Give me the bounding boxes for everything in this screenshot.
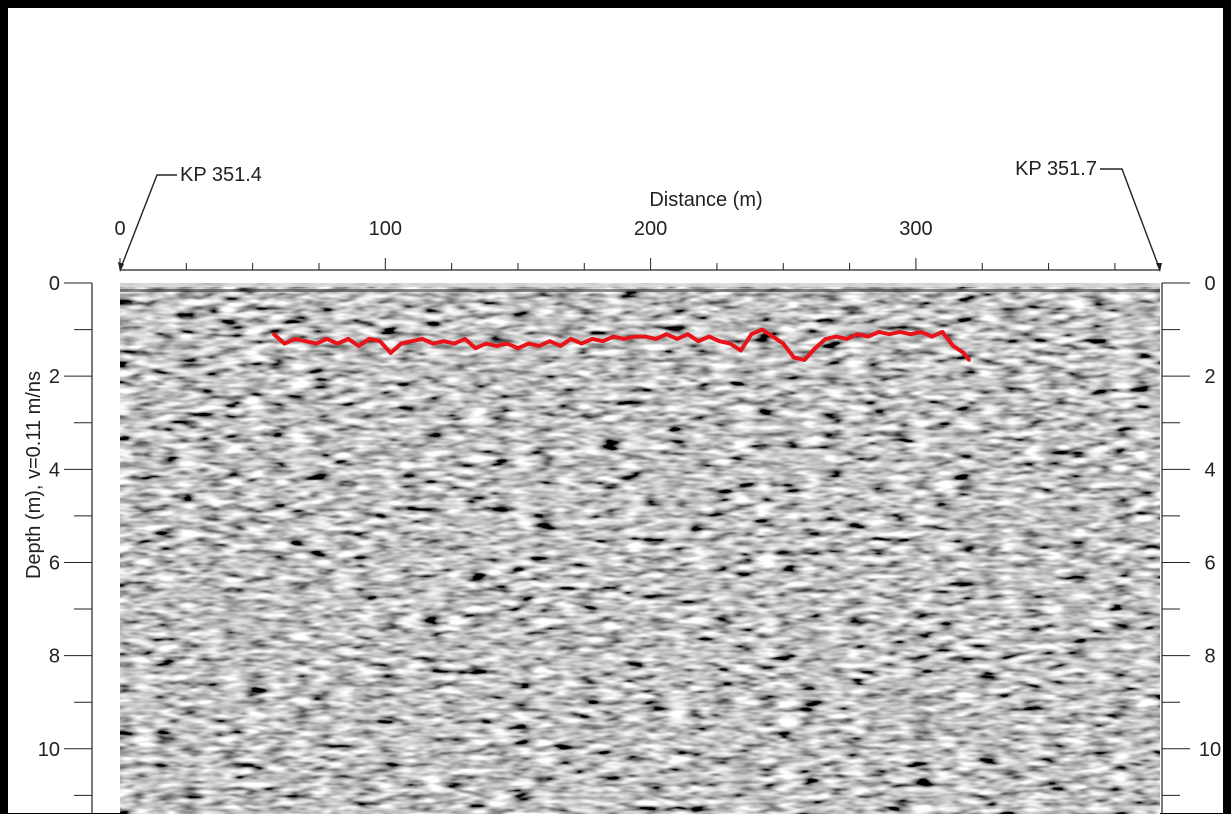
- interface-point: [802, 358, 807, 362]
- interface-point: [877, 330, 881, 334]
- interface-point: [845, 337, 849, 341]
- kp-label-right: KP 351.7: [1015, 158, 1097, 180]
- interface-point: [823, 337, 828, 341]
- interface-point: [887, 332, 892, 337]
- interface-point: [484, 341, 488, 346]
- interface-point: [272, 332, 276, 337]
- interface-point: [601, 339, 605, 344]
- x-tick-label: 100: [369, 218, 402, 240]
- interface-point: [399, 341, 404, 346]
- interface-point: [314, 341, 319, 346]
- interface-point: [357, 344, 361, 348]
- interface-point: [760, 327, 764, 332]
- y-tick-label: 8: [1204, 646, 1215, 668]
- y-axis-right: 0 2 4 6 8 10: [1161, 273, 1221, 814]
- interface-point: [717, 339, 722, 344]
- interface-point: [611, 334, 616, 339]
- interface-point: [505, 341, 510, 346]
- interface-point: [866, 334, 870, 339]
- y-tick-label: 4: [49, 459, 60, 481]
- interface-point: [282, 341, 287, 346]
- interface-point: [579, 341, 584, 346]
- interface-point: [346, 337, 351, 341]
- interface-point: [590, 337, 594, 341]
- interface-point: [335, 341, 340, 346]
- series-layer: [272, 327, 971, 362]
- interface-point: [919, 330, 923, 334]
- interface-point: [537, 344, 541, 348]
- y-tick-label: 10: [38, 739, 60, 761]
- interface-point: [834, 334, 839, 339]
- interface-point: [431, 341, 435, 346]
- y-axis-left: 0 2 4 6 8 10: [38, 273, 93, 814]
- interface-point: [728, 341, 732, 346]
- radargram: [120, 283, 1160, 814]
- interface-point: [452, 341, 457, 346]
- interface-point: [739, 348, 743, 353]
- kp-marker-right: KP 351.7: [1015, 158, 1162, 272]
- interface-point: [293, 337, 297, 341]
- interface-point: [951, 344, 955, 348]
- interface-point: [569, 337, 573, 341]
- interface-point: [770, 334, 775, 339]
- interface-point: [792, 355, 796, 360]
- interface-point: [420, 337, 425, 341]
- interface-point: [940, 330, 945, 334]
- y-tick-label: 2: [49, 366, 60, 388]
- interface-point: [696, 339, 701, 344]
- kp-marker-left: KP 351.4: [118, 164, 262, 272]
- y-tick-label: 8: [49, 646, 60, 668]
- interface-point: [643, 334, 648, 339]
- x-tick-label: 300: [899, 218, 932, 240]
- interface-point: [898, 330, 902, 334]
- interface-point: [908, 332, 913, 337]
- interface-point: [410, 339, 414, 344]
- interface-point: [463, 337, 467, 341]
- y-axis-title: Depth (m), v=0.11 m/ns: [23, 371, 45, 579]
- interface-point: [813, 346, 817, 351]
- interface-point: [632, 334, 637, 339]
- x-axis: 0 100 200 300: [114, 218, 1160, 271]
- y-tick-label: 2: [1204, 366, 1215, 388]
- y-tick-label: 0: [49, 273, 60, 295]
- interface-point: [749, 332, 754, 337]
- interface-point: [967, 358, 971, 362]
- y-tick-label: 10: [1199, 739, 1221, 761]
- interface-point: [516, 346, 520, 351]
- interface-point: [558, 344, 563, 348]
- interface-point: [686, 332, 690, 337]
- interface-point: [855, 332, 860, 337]
- interface-point: [325, 337, 329, 341]
- interface-point: [654, 337, 658, 341]
- interface-point: [367, 337, 372, 341]
- y-tick-label: 6: [49, 552, 60, 574]
- x-tick-label: 0: [114, 218, 125, 240]
- interface-point: [388, 351, 393, 355]
- interface-point: [473, 346, 478, 351]
- interface-point: [930, 334, 934, 339]
- interface-point: [707, 334, 711, 339]
- y-tick-label: 0: [1204, 273, 1215, 295]
- interface-point: [961, 351, 966, 355]
- interface-point: [378, 339, 382, 344]
- interface-point: [441, 339, 446, 344]
- y-tick-label: 4: [1204, 459, 1215, 481]
- interface-point: [675, 337, 679, 341]
- interface-point: [494, 344, 499, 348]
- interface-point: [781, 341, 786, 346]
- interface-point: [303, 339, 308, 344]
- interface-point: [548, 339, 552, 344]
- y-tick-label: 6: [1204, 552, 1215, 574]
- x-axis-title: Distance (m): [649, 189, 762, 211]
- x-tick-label: 200: [634, 218, 667, 240]
- interface-point: [664, 332, 669, 337]
- interface-point: [622, 337, 626, 341]
- kp-label-left: KP 351.4: [180, 164, 262, 186]
- interface-point: [526, 341, 531, 346]
